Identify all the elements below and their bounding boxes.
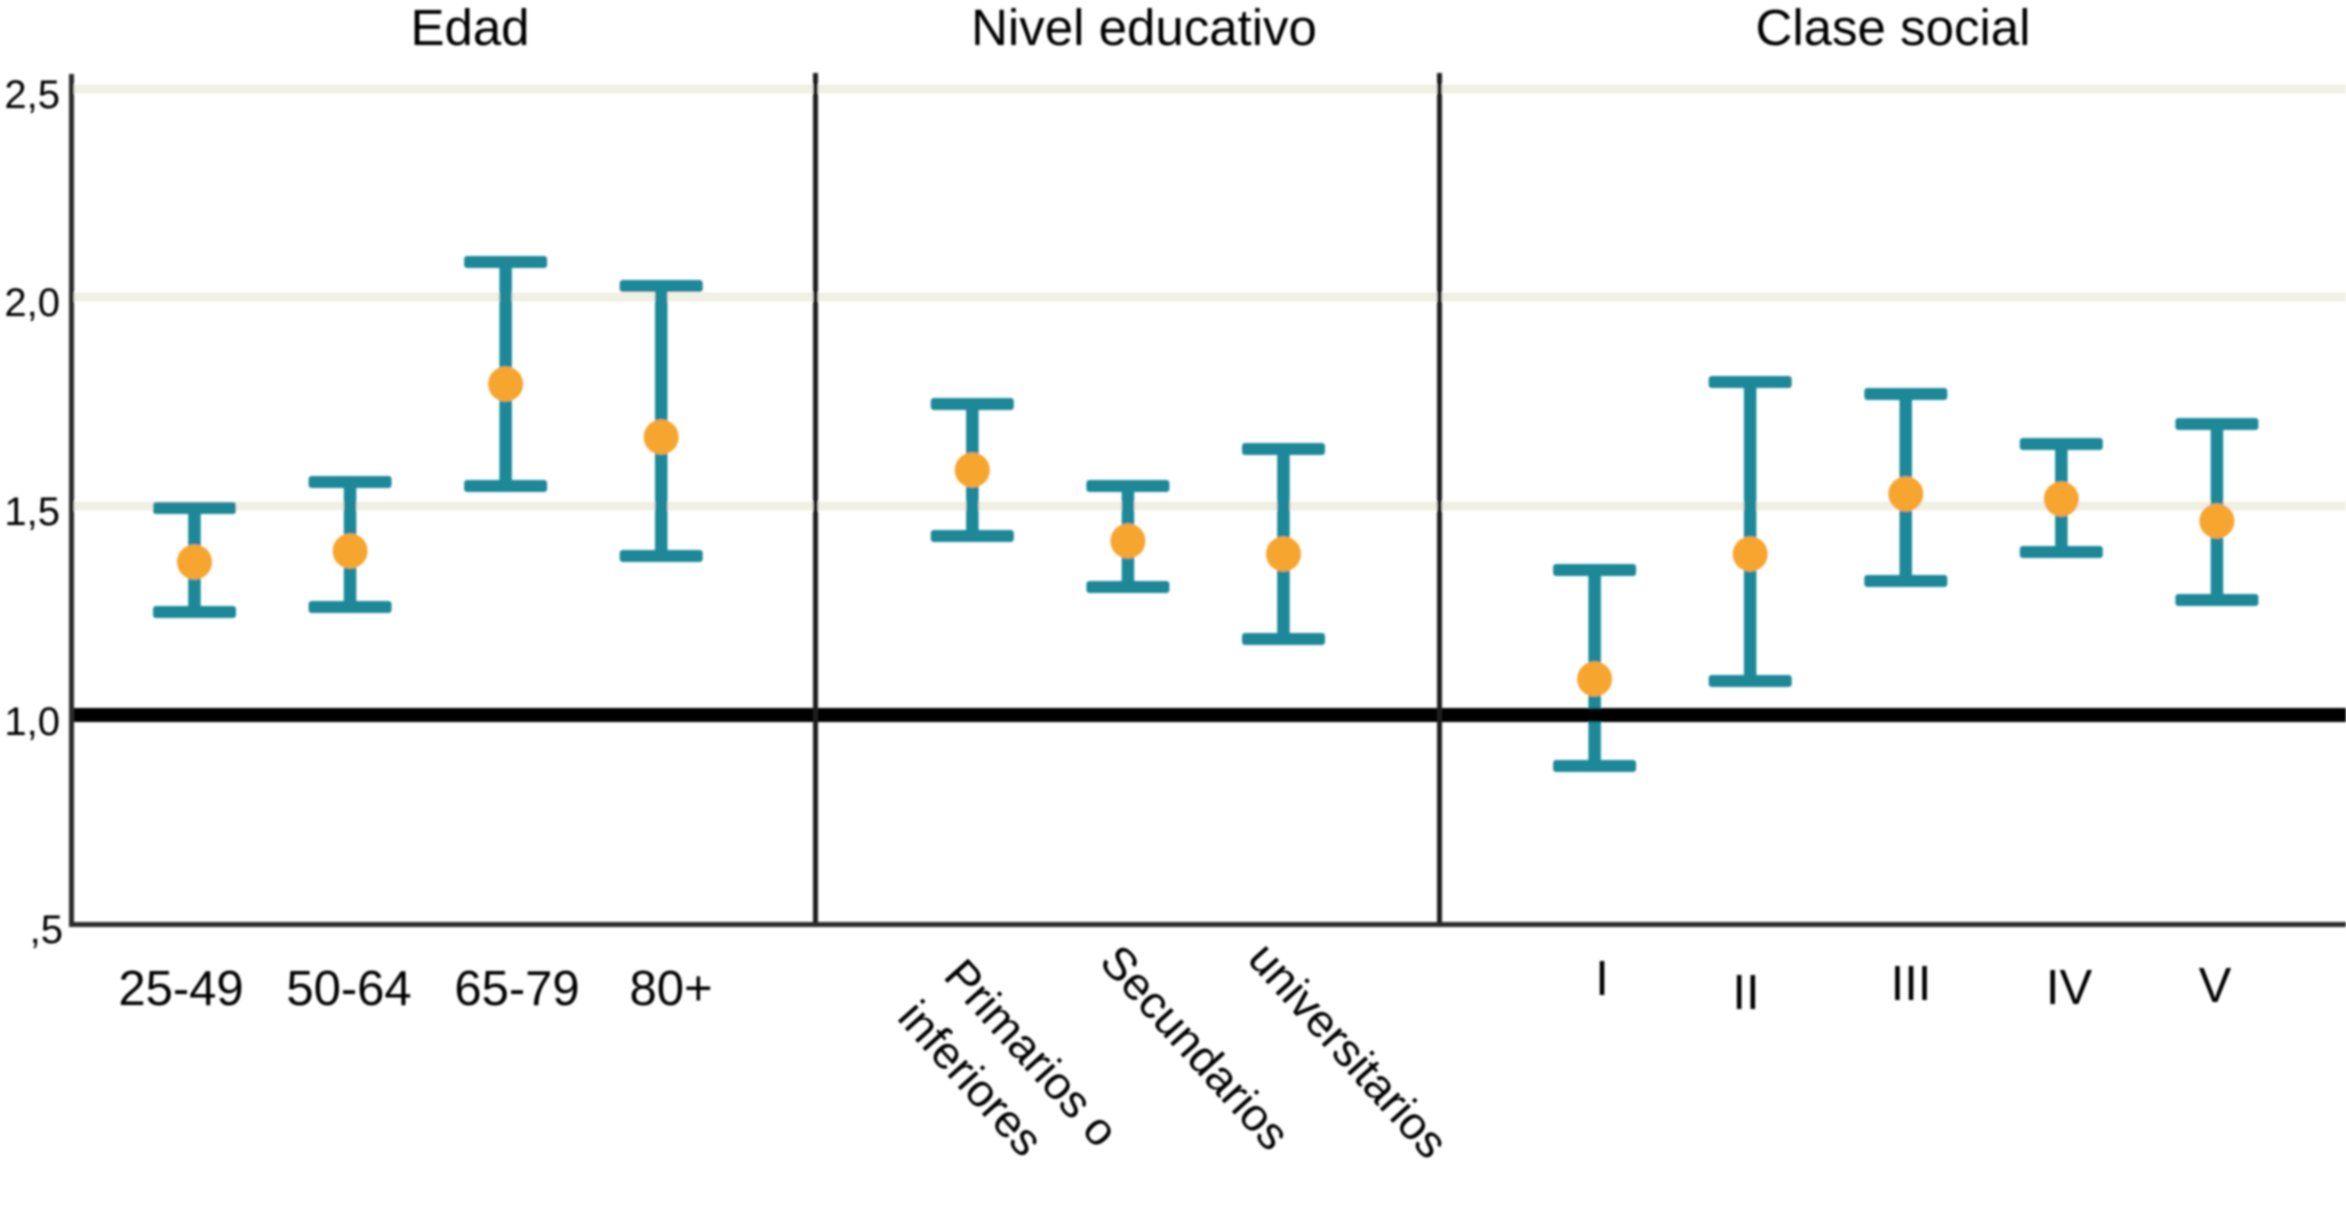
svg-text:25-49: 25-49 bbox=[118, 962, 243, 1016]
svg-text:III: III bbox=[1891, 957, 1932, 1011]
svg-text:65-79: 65-79 bbox=[454, 962, 579, 1016]
svg-text:1,0: 1,0 bbox=[4, 700, 60, 744]
svg-text:II: II bbox=[1732, 966, 1759, 1020]
svg-text:80+: 80+ bbox=[629, 962, 712, 1016]
svg-text:2,5: 2,5 bbox=[4, 73, 60, 117]
svg-text:,5: ,5 bbox=[30, 908, 63, 952]
svg-text:50-64: 50-64 bbox=[286, 962, 411, 1016]
svg-text:V: V bbox=[2199, 959, 2232, 1013]
svg-text:Edad: Edad bbox=[410, 0, 529, 56]
svg-text:Nivel educativo: Nivel educativo bbox=[971, 0, 1317, 56]
svg-text:I: I bbox=[1595, 952, 1609, 1006]
svg-text:2,0: 2,0 bbox=[4, 281, 60, 325]
svg-text:IV: IV bbox=[2046, 961, 2093, 1015]
svg-text:Clase social: Clase social bbox=[1756, 0, 2031, 56]
svg-text:1,5: 1,5 bbox=[4, 490, 60, 534]
